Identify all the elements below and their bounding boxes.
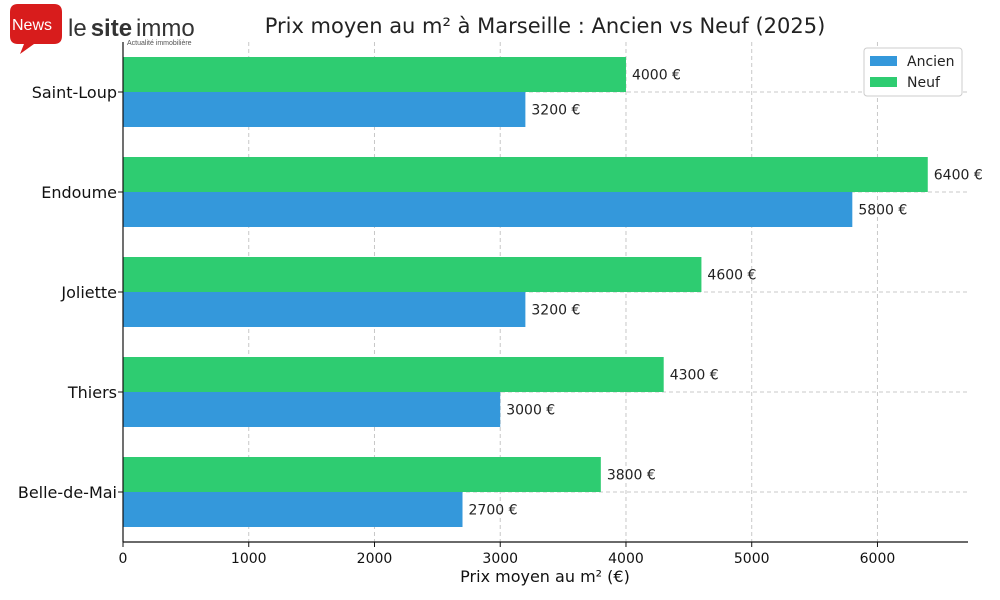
category-label: Endoume [41, 183, 117, 202]
x-axis-label: Prix moyen au m² (€) [460, 567, 630, 586]
bar-ancien [123, 392, 501, 427]
bar-ancien [123, 292, 526, 327]
logo-brand-light: le [68, 15, 87, 42]
x-tick-labels: 0 1000 2000 3000 4000 5000 6000 [119, 551, 896, 567]
x-tick-label: 2000 [357, 551, 393, 567]
bar-neuf [123, 357, 664, 392]
x-tick-label: 6000 [860, 551, 896, 567]
value-label-neuf: 6400 € [934, 168, 983, 184]
legend-label: Neuf [907, 75, 941, 91]
x-tick-label: 5000 [734, 551, 770, 567]
bar-neuf [123, 457, 601, 492]
value-labels: 4000 € 3200 € 6400 € 5800 € 4600 € 3200 € 4300… [469, 68, 983, 519]
logo-brand-tail: immo [136, 15, 195, 42]
site-logo: News le site immo Actualité immobilière [10, 4, 195, 54]
category-label: Saint-Loup [32, 83, 117, 102]
chart-title: Prix moyen au m² à Marseille : Ancien vs… [265, 14, 826, 38]
x-tick-label: 1000 [231, 551, 267, 567]
value-label-ancien: 3200 € [531, 103, 580, 119]
value-label-neuf: 4300 € [670, 368, 719, 384]
bars [123, 57, 928, 527]
logo-brand-bold: site [91, 15, 132, 42]
legend: Ancien Neuf [863, 47, 963, 97]
bar-ancien [123, 492, 463, 527]
value-label-neuf: 3800 € [607, 468, 656, 484]
logo-tagline: Actualité immobilière [127, 40, 192, 47]
category-label: Thiers [67, 383, 117, 402]
x-tick-label: 0 [119, 551, 128, 567]
x-tick-label: 4000 [608, 551, 644, 567]
news-badge-icon [10, 4, 62, 54]
legend-swatch [870, 77, 897, 87]
value-label-neuf: 4600 € [707, 268, 756, 284]
x-tick-label: 3000 [482, 551, 518, 567]
category-labels: Saint-Loup Endoume Joliette Thiers Belle-de-… [18, 83, 117, 502]
value-label-ancien: 3000 € [506, 403, 555, 419]
news-badge-text: News [12, 17, 52, 34]
value-label-ancien: 2700 € [469, 503, 518, 519]
legend-swatch [870, 56, 897, 66]
bar-neuf [123, 257, 702, 292]
axes [118, 42, 968, 547]
category-label: Joliette [60, 283, 117, 302]
bar-neuf [123, 57, 626, 92]
bar-neuf [123, 157, 928, 192]
legend-label: Ancien [907, 54, 955, 70]
value-label-ancien: 5800 € [858, 203, 907, 219]
bar-ancien [123, 192, 853, 227]
value-label-neuf: 4000 € [632, 68, 681, 84]
bar-ancien [123, 92, 526, 127]
category-label: Belle-de-Mai [18, 483, 117, 502]
value-label-ancien: 3200 € [531, 303, 580, 319]
